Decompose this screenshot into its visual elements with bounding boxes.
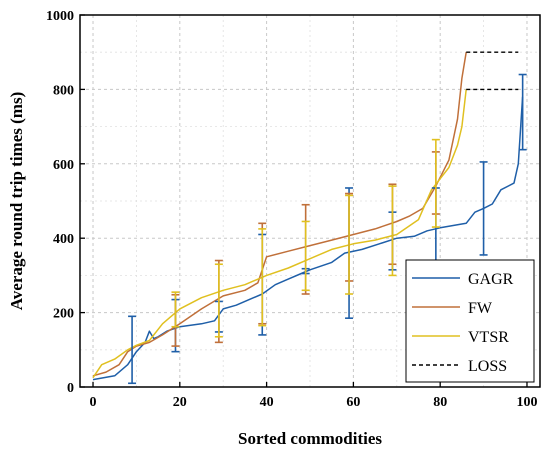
legend-label-fw: FW [468, 300, 493, 317]
x-tick-label: 100 [516, 395, 537, 410]
x-tick-label: 40 [260, 395, 274, 410]
y-tick-label: 1000 [46, 9, 74, 24]
y-tick-label: 800 [53, 83, 74, 98]
errorbar-layer [128, 73, 527, 385]
legend: GAGR FW VTSR LOSS [405, 259, 535, 383]
legend-label-loss: LOSS [468, 358, 507, 375]
y-tick-label: 600 [53, 158, 74, 173]
y-tick-label: 400 [53, 232, 74, 247]
series-line-gagr [92, 96, 524, 381]
plot-frame [79, 14, 541, 388]
x-tick-label: 0 [90, 395, 97, 410]
x-axis-title: Sorted commodities [238, 429, 382, 448]
y-tick-label: 200 [53, 307, 74, 322]
series-layer [92, 51, 524, 381]
legend-box [405, 259, 535, 383]
grid [80, 14, 540, 388]
legend-label-vtsr: VTSR [468, 329, 509, 346]
legend-label-gagr: GAGR [468, 271, 514, 288]
series-line-fw [92, 52, 467, 377]
y-axis-title: Average round trip times (ms) [7, 92, 26, 310]
x-tick-label: 80 [433, 395, 447, 410]
x-tick-label: 60 [346, 395, 360, 410]
series-line-vtsr [92, 89, 467, 379]
x-tick-label: 20 [173, 395, 187, 410]
y-tick-label: 0 [67, 381, 74, 396]
